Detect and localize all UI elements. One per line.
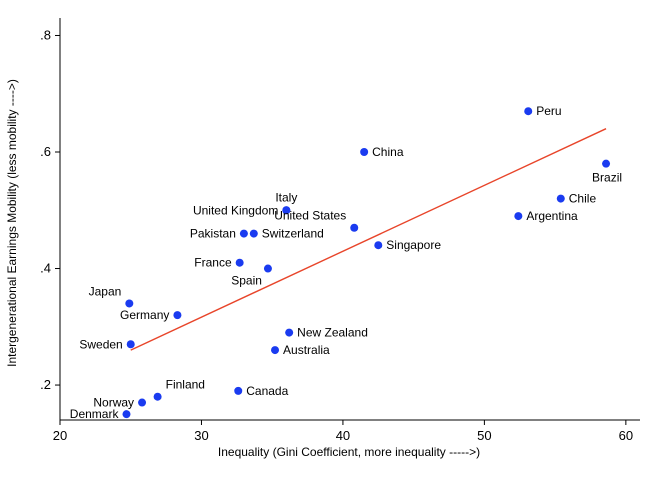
point-label: Argentina (526, 209, 578, 223)
data-point (249, 229, 258, 238)
data-point (524, 107, 533, 116)
point-label: Spain (231, 274, 262, 288)
axes: 20 30 40 50 60 .2 .4 .6 .8 (40, 18, 640, 443)
data-point (138, 398, 147, 407)
data-point (153, 392, 162, 401)
y-tick-label: .4 (40, 261, 51, 276)
data-point (234, 386, 243, 395)
point-label: Italy (275, 190, 297, 204)
x-tick-label: 40 (336, 428, 350, 443)
data-points (122, 107, 611, 419)
point-label: Sweden (79, 337, 122, 351)
data-point (602, 159, 611, 168)
point-label: Japan (89, 284, 122, 298)
point-label: Pakistan (190, 227, 236, 241)
data-point (122, 410, 131, 419)
point-label: France (194, 256, 232, 270)
data-point (374, 241, 383, 250)
data-point (285, 328, 294, 337)
data-point (263, 264, 272, 273)
data-point (282, 206, 291, 215)
point-label: Switzerland (262, 227, 324, 241)
point-label: Canada (246, 384, 288, 398)
point-label: Chile (569, 192, 597, 206)
data-point (173, 311, 182, 320)
point-label: New Zealand (297, 326, 368, 340)
y-tick-label: .8 (40, 27, 51, 42)
point-label: China (372, 145, 404, 159)
data-point (271, 346, 280, 355)
point-label: Germany (120, 308, 169, 322)
point-label: Norway (93, 396, 134, 410)
x-axis-title: Inequality (Gini Coefficient, more inequ… (218, 445, 480, 459)
x-tick-label: 60 (619, 428, 633, 443)
point-label: Finland (166, 378, 205, 392)
y-axis-title: Intergenerational Earnings Mobility (les… (5, 79, 19, 367)
y-tick-label: .2 (40, 377, 51, 392)
point-label: Brazil (592, 171, 622, 185)
point-label: Peru (536, 104, 561, 118)
point-label: Singapore (386, 238, 441, 252)
y-tick-label: .6 (40, 144, 51, 159)
x-tick-label: 20 (53, 428, 67, 443)
point-label: United Kingdom (193, 203, 278, 217)
data-point (235, 258, 244, 267)
fit-line (130, 128, 607, 351)
fit-line-group (130, 128, 607, 351)
x-tick-label: 50 (477, 428, 491, 443)
point-label: United States (274, 209, 346, 223)
data-point (125, 299, 134, 308)
data-point (350, 223, 359, 232)
x-tick-label: 30 (194, 428, 208, 443)
data-point (126, 340, 135, 349)
data-point (239, 229, 248, 238)
point-label: Australia (283, 343, 330, 357)
point-label: Denmark (70, 407, 120, 421)
data-point (556, 194, 565, 203)
data-point (360, 148, 369, 156)
data-point (514, 212, 523, 221)
